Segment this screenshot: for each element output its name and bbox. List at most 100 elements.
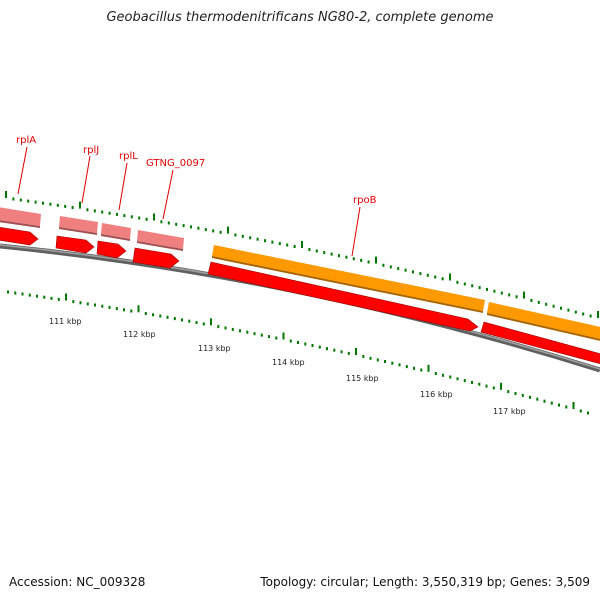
minor-tick — [289, 339, 292, 343]
major-tick — [500, 382, 502, 390]
gene-rplA-light[interactable] — [0, 207, 41, 226]
gene-rplA-arrow[interactable] — [0, 227, 39, 246]
major-tick — [65, 293, 67, 301]
minor-tick — [293, 245, 296, 248]
gene-label-rplJ[interactable]: rplJ — [83, 145, 99, 156]
minor-tick — [456, 280, 459, 284]
minor-tick — [589, 314, 592, 318]
minor-tick — [558, 403, 560, 407]
major-tick — [227, 226, 229, 234]
minor-tick — [49, 202, 52, 206]
gene-rpoB-arrow[interactable] — [207, 261, 479, 332]
accession-text: Accession: NC_009328 — [9, 575, 146, 589]
gene-GTNG_0097-arrow[interactable] — [132, 247, 180, 269]
gene-label-GTNG_0097[interactable]: GTNG_0097 — [146, 158, 205, 169]
minor-tick — [14, 291, 17, 295]
minor-tick — [434, 372, 437, 375]
gene-rplJ-light[interactable] — [59, 216, 98, 233]
minor-tick — [434, 275, 437, 279]
minor-tick — [138, 216, 141, 220]
minor-tick — [175, 222, 178, 226]
scale-label: 113 kbp — [198, 344, 231, 353]
minor-tick — [212, 229, 215, 233]
minor-tick — [330, 252, 333, 256]
minor-tick — [275, 336, 278, 340]
minor-tick — [86, 302, 89, 306]
callout-line — [351, 206, 361, 257]
gene-rplL-light-shade — [101, 234, 130, 241]
major-tick — [449, 273, 451, 281]
minor-tick — [515, 295, 518, 299]
minor-tick — [181, 318, 183, 322]
minor-tick — [486, 287, 488, 291]
gene-rplL-arrow[interactable] — [96, 240, 127, 259]
minor-tick — [101, 304, 104, 308]
minor-tick — [167, 221, 170, 225]
minor-tick — [530, 299, 533, 302]
minor-tick — [420, 368, 423, 372]
minor-tick — [345, 255, 348, 259]
gene-next-arrow[interactable] — [480, 321, 600, 365]
minor-tick — [352, 257, 355, 261]
major-tick — [282, 332, 285, 340]
genome-summary-text: Topology: circular; Length: 3,550,319 bp… — [260, 575, 590, 589]
scale-label: 116 kbp — [420, 390, 453, 399]
minor-tick — [166, 315, 169, 319]
minor-tick — [56, 203, 59, 207]
minor-tick — [333, 348, 336, 352]
minor-tick — [190, 225, 192, 229]
minor-tick — [404, 268, 407, 272]
minor-tick — [419, 272, 422, 276]
minor-tick — [27, 199, 30, 203]
minor-tick — [224, 326, 227, 330]
minor-tick — [278, 242, 281, 246]
minor-tick — [304, 342, 307, 346]
minor-tick — [239, 329, 241, 333]
minor-tick — [338, 254, 340, 258]
gene-rpoB-orange[interactable] — [212, 245, 485, 311]
minor-tick — [574, 310, 577, 314]
minor-tick — [376, 358, 379, 362]
gene-label-rplA[interactable]: rplA — [16, 135, 36, 146]
minor-tick — [315, 249, 318, 253]
minor-tick — [197, 226, 200, 230]
minor-tick — [382, 263, 385, 267]
minor-tick — [246, 330, 249, 334]
minor-tick — [219, 230, 222, 234]
scale-label: 114 kbp — [272, 358, 305, 367]
minor-tick — [159, 314, 162, 318]
gene-GTNG_0097-light[interactable] — [137, 230, 184, 249]
minor-tick — [21, 292, 24, 296]
minor-tick — [560, 306, 562, 310]
minor-tick — [173, 317, 176, 321]
minor-tick — [545, 302, 548, 306]
minor-tick — [340, 350, 343, 354]
minor-tick — [108, 305, 111, 309]
gene-rpoB-orange-shade — [212, 256, 483, 313]
minor-tick — [582, 312, 585, 316]
callout-line — [118, 162, 128, 211]
minor-tick — [384, 360, 386, 363]
gene-rplL-light[interactable] — [101, 223, 131, 239]
minor-tick — [397, 267, 400, 271]
gene-label-rplL[interactable]: rplL — [119, 151, 138, 162]
minor-tick — [297, 341, 299, 344]
minor-tick — [93, 209, 96, 213]
minor-tick — [456, 377, 459, 381]
minor-tick — [101, 210, 104, 214]
gene-next-orange[interactable] — [487, 302, 600, 340]
scale-label: 111 kbp — [49, 317, 82, 326]
major-tick — [355, 348, 357, 355]
gene-label-rpoB[interactable]: rpoB — [353, 195, 377, 206]
minor-tick — [508, 293, 511, 297]
minor-tick — [514, 392, 517, 395]
minor-tick — [579, 409, 582, 413]
gene-rplJ-arrow[interactable] — [55, 235, 95, 254]
gene-labels: rplA rplJ rplL GTNG_0097 rpoB — [16, 135, 377, 257]
minor-tick — [64, 204, 67, 208]
minor-tick — [552, 304, 555, 308]
minor-tick — [521, 393, 524, 397]
minor-tick — [12, 197, 15, 201]
minor-tick — [426, 273, 429, 277]
